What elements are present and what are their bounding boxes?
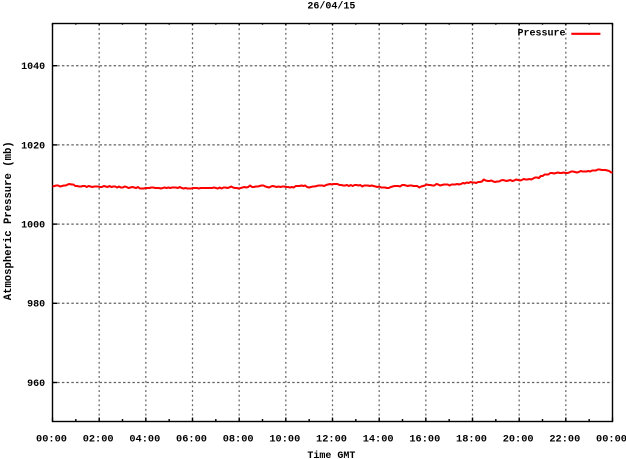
svg-text:02:00: 02:00 xyxy=(83,434,114,446)
svg-text:Atmospheric Pressure (mb): Atmospheric Pressure (mb) xyxy=(3,141,15,300)
svg-text:960: 960 xyxy=(27,379,45,390)
svg-text:14:00: 14:00 xyxy=(363,434,394,446)
svg-text:20:00: 20:00 xyxy=(503,434,534,446)
svg-text:00:00: 00:00 xyxy=(36,434,67,446)
svg-text:08:00: 08:00 xyxy=(223,434,254,446)
svg-text:04:00: 04:00 xyxy=(129,434,160,446)
svg-text:06:00: 06:00 xyxy=(176,434,207,446)
svg-text:18:00: 18:00 xyxy=(456,434,487,446)
svg-text:1000: 1000 xyxy=(21,221,45,232)
svg-text:980: 980 xyxy=(27,300,45,311)
svg-text:00:00: 00:00 xyxy=(596,434,626,446)
svg-text:Time GMT: Time GMT xyxy=(307,450,355,459)
svg-text:22:00: 22:00 xyxy=(549,434,580,446)
svg-text:1040: 1040 xyxy=(21,62,45,73)
svg-text:12:00: 12:00 xyxy=(316,434,347,446)
svg-text:16:00: 16:00 xyxy=(409,434,440,446)
svg-text:1020: 1020 xyxy=(21,141,45,152)
svg-text:26/04/15: 26/04/15 xyxy=(307,1,355,13)
svg-text:Pressure: Pressure xyxy=(517,29,565,40)
svg-text:10:00: 10:00 xyxy=(269,434,300,446)
